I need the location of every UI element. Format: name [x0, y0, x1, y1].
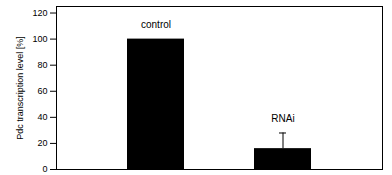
svg-text:Pdc transcription level [%]: Pdc transcription level [%]: [15, 36, 25, 140]
svg-text:120: 120: [32, 8, 47, 18]
svg-text:80: 80: [37, 60, 47, 70]
svg-text:40: 40: [37, 112, 47, 122]
svg-text:60: 60: [37, 86, 47, 96]
svg-text:20: 20: [37, 138, 47, 148]
svg-text:RNAi: RNAi: [271, 113, 294, 124]
svg-text:0: 0: [42, 164, 47, 174]
svg-text:100: 100: [32, 34, 47, 44]
svg-text:control: control: [141, 19, 171, 30]
